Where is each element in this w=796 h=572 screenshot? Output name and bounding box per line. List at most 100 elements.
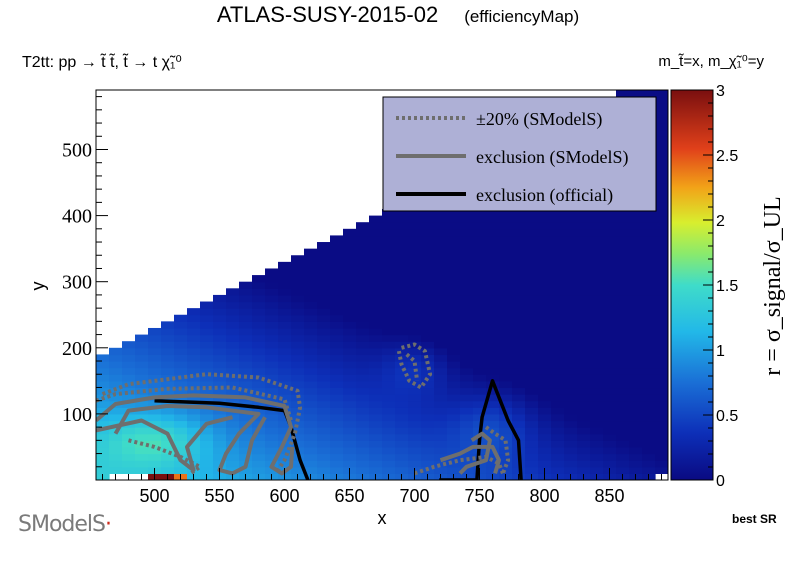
heatmap-cell	[564, 222, 578, 230]
heatmap-cell	[356, 301, 370, 309]
heatmap-cell	[252, 361, 266, 369]
heatmap-cell	[408, 281, 422, 289]
heatmap-cell	[486, 394, 500, 402]
heatmap-cell	[135, 361, 149, 369]
heatmap-cell	[486, 354, 500, 362]
heatmap-cell	[564, 288, 578, 296]
heatmap-cell	[330, 334, 344, 342]
heatmap-cell	[408, 354, 422, 362]
heatmap-cell	[473, 387, 487, 395]
heatmap-cell	[317, 294, 331, 303]
heatmap-cell	[486, 261, 500, 270]
heatmap-cell	[291, 334, 305, 342]
heatmap-cell	[226, 308, 240, 316]
heatmap-cell	[460, 222, 474, 230]
heatmap-cell	[473, 400, 487, 408]
heatmap-cell	[655, 407, 668, 415]
heatmap-cell	[343, 374, 357, 382]
heatmap-cell	[187, 367, 201, 375]
heatmap-cell	[486, 334, 500, 342]
heatmap-cell	[460, 427, 474, 435]
heatmap-cell	[239, 341, 253, 349]
heatmap-cell	[96, 413, 110, 422]
heatmap-cell	[213, 453, 227, 461]
heatmap-cell	[187, 407, 201, 415]
heatmap-cell	[200, 380, 214, 389]
heatmap-cell	[239, 380, 253, 389]
heatmap-cell	[343, 321, 357, 329]
heatmap-cell	[447, 288, 461, 296]
heatmap-cell	[486, 248, 500, 256]
heatmap-cell	[655, 361, 668, 369]
heatmap-cell	[304, 301, 318, 309]
heatmap-cell	[135, 400, 149, 408]
heatmap-cell	[304, 387, 318, 395]
heatmap-cell	[239, 294, 253, 303]
heatmap-cell	[590, 327, 604, 336]
heatmap-cell	[551, 248, 565, 256]
heatmap-cell	[408, 294, 422, 303]
heatmap-cell	[304, 308, 318, 316]
heatmap-cell	[265, 394, 279, 402]
heatmap-cell	[395, 308, 409, 316]
heatmap-cell	[187, 413, 201, 422]
heatmap-cell	[590, 446, 604, 455]
heatmap-cell	[161, 341, 175, 349]
heatmap-cell	[408, 235, 422, 243]
heatmap-cell	[447, 347, 461, 356]
heatmap-cell	[655, 334, 668, 342]
heatmap-cell	[473, 341, 487, 349]
heatmap-cell	[265, 354, 279, 362]
heatmap-cell	[200, 341, 214, 349]
heatmap-cell	[369, 341, 383, 349]
heatmap-cell	[486, 433, 500, 441]
heatmap-cell	[564, 407, 578, 415]
heatmap-cell	[616, 288, 630, 296]
heatmap-cell	[408, 433, 422, 441]
heatmap-cell	[382, 308, 396, 316]
z-tick-label: 0.5	[716, 408, 738, 425]
heatmap-cell	[616, 222, 630, 230]
heatmap-cell	[512, 413, 526, 422]
heatmap-cell	[564, 248, 578, 256]
heatmap-cell	[317, 380, 331, 389]
heatmap-cell	[486, 341, 500, 349]
heatmap-cell	[655, 321, 668, 329]
heatmap-cell	[369, 261, 383, 270]
heatmap-cell	[551, 275, 565, 283]
heatmap-cell	[655, 394, 668, 402]
heatmap-cell	[369, 400, 383, 408]
heatmap-cell	[512, 275, 526, 283]
heatmap-cell	[135, 347, 149, 356]
heatmap-cell	[616, 400, 630, 408]
legend-label: exclusion (SModelS)	[476, 147, 629, 168]
heatmap-cell	[343, 248, 357, 256]
heatmap-cell	[330, 394, 344, 402]
heatmap-cell	[590, 341, 604, 349]
heatmap-cell	[382, 281, 396, 289]
heatmap-cell	[564, 255, 578, 263]
heatmap-cell	[642, 427, 656, 435]
heatmap-cell	[408, 248, 422, 256]
heatmap-cell	[551, 301, 565, 309]
heatmap-cell	[408, 394, 422, 402]
heatmap-cell	[473, 242, 487, 250]
heatmap-cell	[109, 347, 123, 356]
heatmap-cell	[252, 347, 266, 356]
heatmap-cell	[655, 446, 668, 455]
heatmap-cell	[655, 228, 668, 237]
heatmap-cell	[278, 374, 292, 382]
heatmap-cell	[421, 228, 435, 237]
heatmap-cell	[265, 466, 279, 474]
heatmap-cell	[356, 334, 370, 342]
heatmap-cell	[655, 367, 668, 375]
heatmap-cell	[447, 301, 461, 309]
heatmap-cell	[616, 308, 630, 316]
heatmap-cell	[499, 354, 513, 362]
heatmap-cell	[421, 460, 435, 468]
heatmap-cell	[330, 255, 344, 263]
heatmap-cell	[525, 248, 539, 256]
heatmap-cell	[421, 367, 435, 375]
heatmap-cell	[382, 314, 396, 322]
heatmap-cell	[382, 208, 396, 217]
